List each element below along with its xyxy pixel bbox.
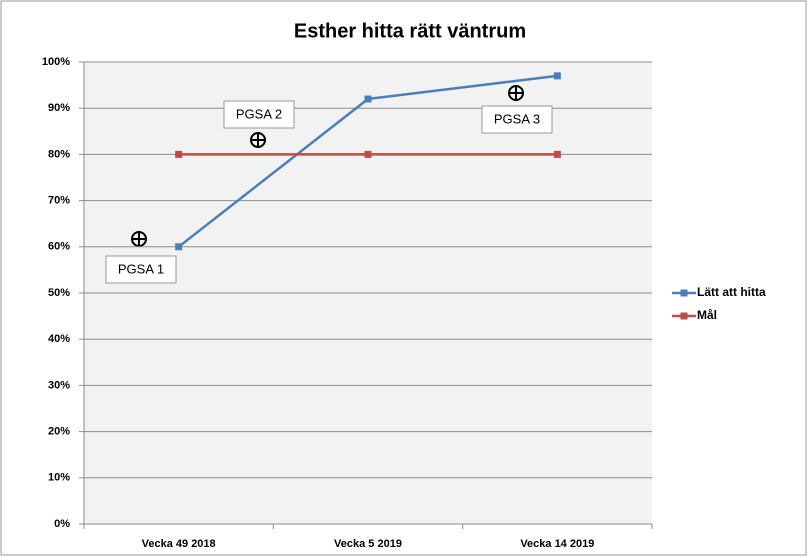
y-tick-label: 30% [48,379,70,391]
y-tick-label: 100% [42,56,70,68]
annotation-text: PGSA 1 [118,261,164,276]
y-tick-label: 20% [48,426,70,438]
y-tick-label: 40% [48,333,70,345]
point-marker [553,72,561,80]
y-tick-label: 70% [48,195,70,207]
legend-label: Mål [697,308,717,322]
annotation-box [481,105,553,134]
annotation-box [223,100,295,129]
y-tick-label: 80% [48,148,70,160]
x-tick-label: Vecka 14 2019 [520,538,594,550]
y-tick-label: 60% [48,241,70,253]
annotation-text: PGSA 2 [236,106,282,121]
legend-marker [680,289,688,297]
annotation-text: PGSA 3 [494,111,540,126]
point-marker [175,243,183,251]
y-tick-label: 90% [48,102,70,114]
x-tick-label: Vecka 49 2018 [142,538,216,550]
annotation-icons [131,85,524,247]
annotation-box [105,255,177,284]
legend-marker [680,312,688,320]
point-marker [175,150,183,158]
point-marker [364,95,372,103]
point-marker [553,150,561,158]
y-tick-label: 0% [54,518,70,530]
y-tick-label: 50% [48,287,70,299]
point-marker [364,150,372,158]
legend-label: Lätt att hitta [697,285,766,299]
x-tick-label: Vecka 5 2019 [334,538,402,550]
y-tick-label: 10% [48,472,70,484]
chart-title: Esther hitta rätt väntrum [294,20,526,42]
